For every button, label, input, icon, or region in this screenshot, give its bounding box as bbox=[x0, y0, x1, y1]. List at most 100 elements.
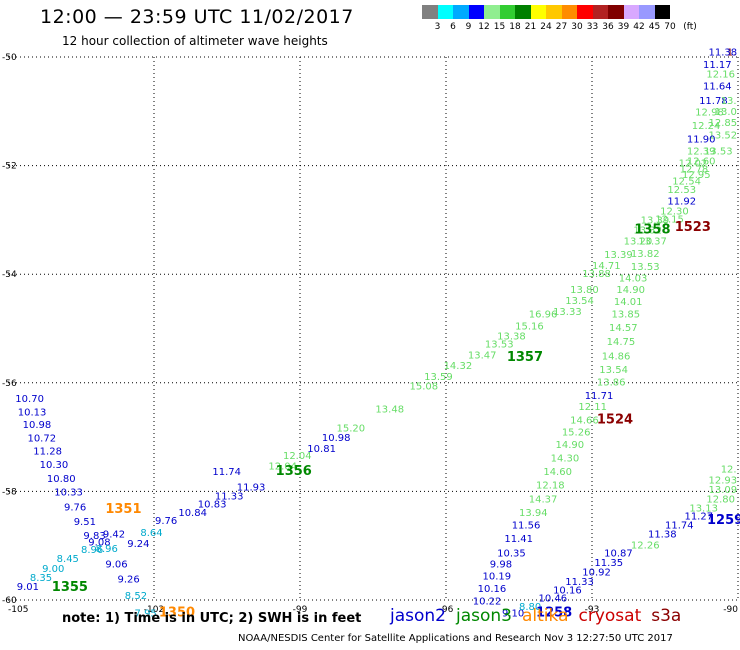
wave-height-value: 9.42 bbox=[103, 530, 125, 541]
scale-swatch bbox=[592, 5, 608, 19]
scale-swatch bbox=[639, 5, 655, 19]
scale-label: 36 bbox=[602, 22, 614, 32]
wave-height-value: 9.01 bbox=[17, 582, 39, 593]
wave-height-value: 12.54 bbox=[672, 177, 701, 188]
wave-height-value: 10.30 bbox=[40, 460, 69, 471]
satellite-legend: jason2 jason3 altika cryosat s3a bbox=[390, 606, 691, 626]
wave-height-value: 14.90 bbox=[556, 440, 585, 451]
scale-swatch bbox=[608, 5, 624, 19]
wave-height-value: 14.37 bbox=[529, 494, 558, 505]
pass-time-label: 1523 bbox=[675, 220, 711, 235]
wave-height-value: 12.85 bbox=[709, 118, 738, 129]
scale-swatch bbox=[654, 5, 670, 19]
wave-height-value: 11.33 bbox=[565, 577, 594, 588]
scale-label: 70 bbox=[664, 22, 676, 32]
pass-time-label: 1258 bbox=[536, 605, 572, 620]
wave-height-value: 12.04 bbox=[283, 451, 312, 462]
wave-height-value: 12.39 bbox=[687, 147, 716, 158]
scale-swatch bbox=[546, 5, 562, 19]
wave-height-value: 11.56 bbox=[512, 520, 541, 531]
wave-height-value: 12.53 bbox=[667, 185, 696, 196]
wave-height-value: 10.13 bbox=[18, 407, 47, 418]
y-tick-label: -50 bbox=[2, 53, 17, 63]
wave-height-value: 13.13 bbox=[689, 503, 718, 514]
wave-height-value: 8.96 bbox=[96, 544, 118, 555]
wave-height-value: 11.28 bbox=[33, 446, 62, 457]
wave-height-value: 11.78 bbox=[699, 96, 728, 107]
wave-height-value: 9.76 bbox=[155, 516, 177, 527]
wave-height-value: 13.53 bbox=[631, 262, 660, 273]
scale-label: 18 bbox=[509, 22, 521, 32]
wave-height-value: 13.48 bbox=[375, 405, 404, 416]
wave-height-value: 13.80 bbox=[570, 285, 599, 296]
legend-jason3: jason3 bbox=[456, 606, 512, 626]
pass-time-label: 1358 bbox=[634, 222, 670, 237]
wave-height-value: 10.70 bbox=[15, 394, 44, 405]
scale-swatch bbox=[623, 5, 639, 19]
pass-time-label: 1350 bbox=[159, 605, 195, 620]
scale-swatch bbox=[437, 5, 453, 19]
wave-height-value: 10.92 bbox=[582, 568, 611, 579]
wave-height-value: 11.64 bbox=[703, 82, 732, 93]
legend-s3a: s3a bbox=[651, 606, 682, 626]
wave-height-value: 8.52 bbox=[125, 591, 147, 602]
wave-height-value: 1. bbox=[727, 47, 737, 58]
wave-height-value: 9.83 bbox=[83, 531, 105, 542]
wave-height-value: 14.30 bbox=[551, 454, 580, 465]
wave-height-value: 11.38 bbox=[648, 530, 677, 541]
wave-height-value: 12.98 bbox=[695, 108, 724, 119]
scale-label: 3 bbox=[434, 22, 441, 32]
y-tick-label: -54 bbox=[2, 270, 17, 280]
map-subtitle: 12 hour collection of altimeter wave hei… bbox=[62, 34, 328, 48]
wave-height-value: 13.54 bbox=[599, 365, 628, 376]
wave-height-value: 10.19 bbox=[483, 571, 512, 582]
wave-height-value: 14.86 bbox=[602, 351, 631, 362]
scale-label: 9 bbox=[465, 22, 472, 32]
wave-height-value: 13.82 bbox=[631, 249, 660, 260]
wave-height-value: 15.08 bbox=[410, 381, 439, 392]
scale-label: 30 bbox=[571, 22, 583, 32]
wave-height-value: 9.06 bbox=[105, 559, 127, 570]
y-tick-label: -60 bbox=[2, 596, 17, 606]
scale-swatch bbox=[484, 5, 500, 19]
wave-height-value: 8.96 bbox=[81, 545, 103, 556]
wave-height-value: 11.27 bbox=[684, 512, 713, 523]
wave-height-value: 12.95 bbox=[682, 170, 711, 181]
wave-height-value: 11.71 bbox=[585, 391, 614, 402]
pass-time-label: 1351 bbox=[105, 502, 141, 517]
wave-height-value: 13.53 bbox=[704, 147, 733, 158]
wave-height-value: 10.35 bbox=[497, 549, 526, 560]
scale-label: 6 bbox=[450, 22, 456, 32]
wave-height-value: 13.54 bbox=[565, 296, 594, 307]
wave-height-value: 16.96 bbox=[529, 310, 558, 321]
pass-time-label: 1355 bbox=[52, 580, 88, 595]
wave-height-value: 10.83 bbox=[198, 500, 227, 511]
pass-time-label: 1357 bbox=[507, 350, 543, 365]
pass-time-label: 1524 bbox=[597, 413, 633, 428]
wave-height-value: 13.20 bbox=[624, 236, 653, 247]
scale-swatch bbox=[453, 5, 469, 19]
x-tick-label: -96 bbox=[439, 605, 454, 615]
wave-height-value: 8.35 bbox=[30, 573, 52, 584]
wave-height-value: 12.93 bbox=[709, 475, 738, 486]
credit-line: NOAA/NESDIS Center for Satellite Applica… bbox=[238, 633, 673, 644]
x-tick-label: -90 bbox=[723, 605, 738, 615]
wave-height-value: 10.46 bbox=[538, 594, 567, 605]
wave-height-value: 8.80 bbox=[519, 602, 541, 613]
wave-height-value: 14.57 bbox=[609, 323, 638, 334]
wave-height-value: 13. bbox=[721, 96, 737, 107]
wave-height-value: 10.81 bbox=[307, 444, 336, 455]
wave-height-value: 15.16 bbox=[515, 322, 544, 333]
wave-height-value: 14.60 bbox=[543, 467, 572, 478]
wave-height-value: 13.85 bbox=[611, 310, 640, 321]
wave-height-value: 12.78 bbox=[680, 165, 709, 176]
wave-height-value: 13.09 bbox=[709, 485, 738, 496]
wave-height-value: 13.52 bbox=[709, 130, 738, 141]
wave-height-value: 12. bbox=[721, 464, 737, 475]
wave-height-value: 9.76 bbox=[64, 502, 86, 513]
wave-height-value: 13.47 bbox=[468, 350, 497, 361]
wave-height-value: 14.71 bbox=[592, 261, 621, 272]
wave-height-value: 9.00 bbox=[42, 564, 64, 575]
wave-height-value: 11.17 bbox=[703, 60, 732, 71]
